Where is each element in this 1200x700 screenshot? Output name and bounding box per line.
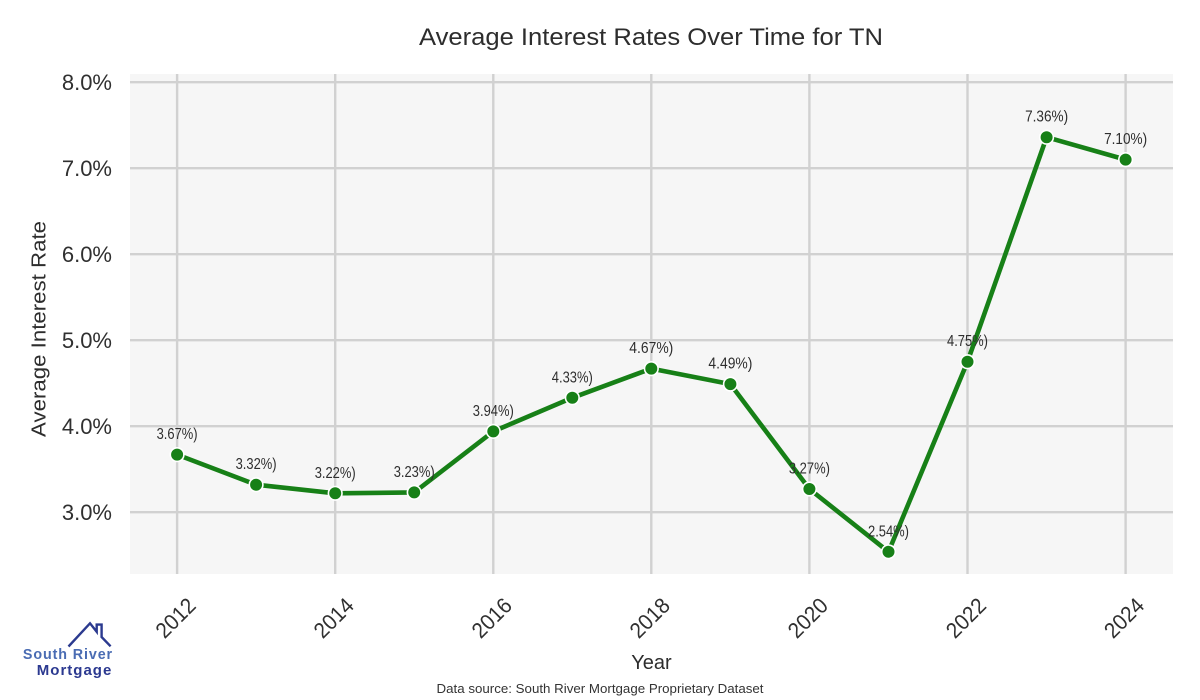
svg-text:Data source: South River Mortg: Data source: South River Mortgage Propri… <box>437 681 764 696</box>
svg-text:2012: 2012 <box>150 593 200 643</box>
svg-text:2022: 2022 <box>941 593 991 643</box>
svg-text:Average Interest Rate: Average Interest Rate <box>29 221 51 437</box>
svg-text:3.27%): 3.27%) <box>789 461 830 478</box>
svg-text:5.0%: 5.0% <box>62 328 112 353</box>
svg-text:Mortgage: Mortgage <box>37 662 113 679</box>
svg-text:3.94%): 3.94%) <box>473 403 514 420</box>
svg-text:8.0%: 8.0% <box>62 70 112 95</box>
svg-text:2024: 2024 <box>1099 593 1149 643</box>
svg-text:7.10%): 7.10%) <box>1104 131 1147 148</box>
svg-text:3.67%): 3.67%) <box>157 426 198 443</box>
svg-text:2.54%): 2.54%) <box>868 523 909 540</box>
svg-text:4.49%): 4.49%) <box>708 356 752 373</box>
svg-text:2018: 2018 <box>625 593 675 643</box>
svg-text:South River: South River <box>23 647 113 663</box>
svg-text:2016: 2016 <box>467 593 517 643</box>
svg-text:4.67%): 4.67%) <box>629 340 673 357</box>
svg-text:6.0%: 6.0% <box>62 242 112 267</box>
svg-text:7.0%: 7.0% <box>62 156 112 181</box>
svg-text:3.0%: 3.0% <box>62 500 112 525</box>
svg-text:3.22%): 3.22%) <box>315 465 356 482</box>
svg-text:3.32%): 3.32%) <box>236 456 277 473</box>
svg-text:3.23%): 3.23%) <box>394 464 435 481</box>
svg-text:4.75%): 4.75%) <box>947 333 988 350</box>
svg-text:Year: Year <box>631 652 672 674</box>
svg-text:7.36%): 7.36%) <box>1025 109 1068 126</box>
svg-text:4.33%): 4.33%) <box>552 369 593 386</box>
svg-text:2014: 2014 <box>309 593 359 643</box>
svg-text:Average Interest Rates Over Ti: Average Interest Rates Over Time for TN <box>419 24 883 51</box>
svg-text:4.0%: 4.0% <box>62 414 112 439</box>
svg-text:2020: 2020 <box>783 593 833 643</box>
